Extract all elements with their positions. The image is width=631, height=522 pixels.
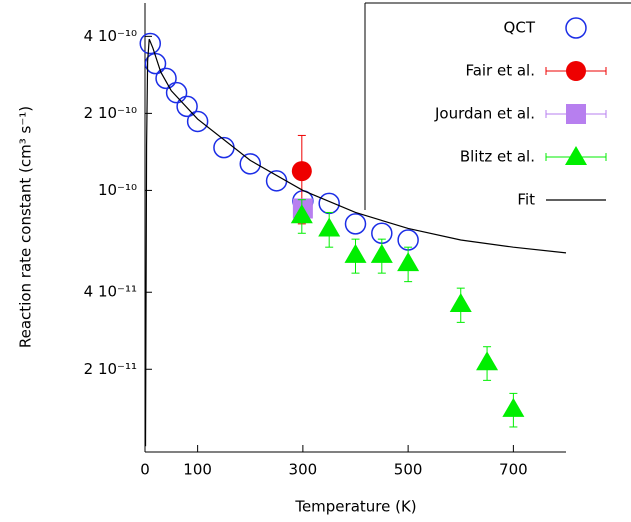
point bbox=[265, 170, 288, 192]
legend-swatch bbox=[566, 104, 586, 124]
point bbox=[344, 213, 367, 235]
legend-swatch bbox=[565, 146, 587, 165]
point bbox=[239, 153, 261, 175]
y-axis-label: Reaction rate constant (cm³ s⁻¹) bbox=[17, 106, 35, 348]
point bbox=[344, 243, 367, 263]
fit-line bbox=[144, 38, 567, 447]
point bbox=[139, 32, 162, 55]
y-tick-label: 4 10⁻¹¹ bbox=[84, 283, 137, 301]
y-tick-label: 2 10⁻¹⁰ bbox=[84, 104, 137, 122]
x-tick-label: 100 bbox=[183, 461, 212, 479]
legend-swatch bbox=[566, 61, 586, 81]
point bbox=[165, 81, 188, 104]
point bbox=[186, 110, 209, 133]
x-tick-label: 0 bbox=[140, 461, 150, 479]
legend-label: Jourdan et al. bbox=[434, 105, 535, 123]
point bbox=[291, 161, 312, 182]
point bbox=[502, 397, 525, 417]
legend-swatch bbox=[565, 17, 587, 39]
point bbox=[318, 217, 341, 237]
point bbox=[318, 192, 340, 215]
legend-label: Fair et al. bbox=[465, 62, 535, 80]
point bbox=[290, 204, 313, 224]
point bbox=[176, 95, 198, 118]
legend-label: Fit bbox=[517, 191, 535, 209]
y-tick-label: 4 10⁻¹⁰ bbox=[84, 27, 137, 45]
x-axis-label: Temperature (K) bbox=[294, 498, 416, 516]
point bbox=[370, 243, 393, 263]
point bbox=[213, 136, 235, 159]
y-tick-label: 10⁻¹⁰ bbox=[98, 181, 137, 199]
point bbox=[155, 67, 177, 90]
point bbox=[144, 52, 167, 75]
x-tick-label: 300 bbox=[289, 461, 318, 479]
legend-label: QCT bbox=[504, 19, 536, 37]
point bbox=[476, 351, 499, 371]
legend-label: Blitz et al. bbox=[460, 148, 535, 166]
x-tick-label: 500 bbox=[394, 461, 423, 479]
y-tick-label: 2 10⁻¹¹ bbox=[84, 360, 137, 378]
point bbox=[397, 252, 420, 272]
point bbox=[449, 292, 472, 312]
x-tick-label: 700 bbox=[499, 461, 528, 479]
